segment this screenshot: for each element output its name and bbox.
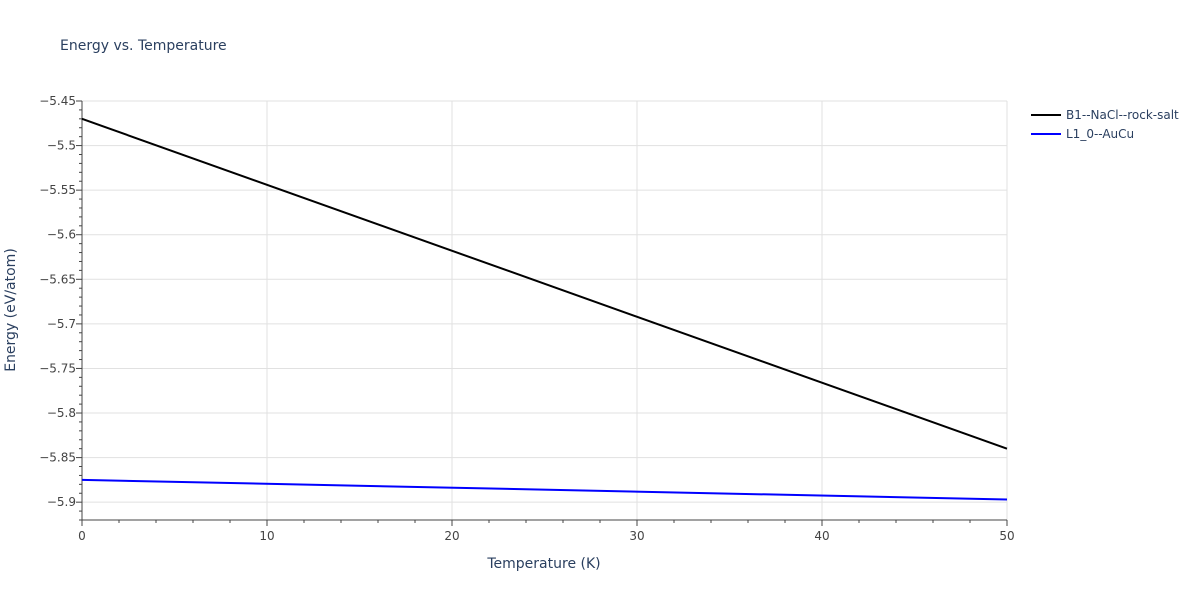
legend-label-2: L1_0--AuCu — [1066, 127, 1134, 141]
grid-lines — [82, 100, 1008, 520]
y-tick-label: −5.8 — [47, 406, 76, 420]
y-axis-ticks: −5.45 −5.5 −5.55 −5.6 −5.65 −5.7 −5.75 −5.8 −5.8… — [39, 94, 76, 509]
y-tick-label: −5.55 — [39, 183, 76, 197]
x-tick-label: 0 — [78, 529, 86, 543]
axes — [76, 100, 1008, 526]
legend-label-1: B1--NaCl--rock-salt — [1066, 108, 1179, 122]
chart-title: Energy vs. Temperature — [60, 38, 227, 54]
x-tick-label: 20 — [444, 529, 459, 543]
series-line-1 — [81, 117, 1008, 450]
legend[interactable]: B1--NaCl--rock-salt L1_0--AuCu — [1031, 108, 1179, 141]
series-line-2 — [81, 478, 1008, 501]
y-tick-label: −5.9 — [47, 495, 76, 509]
series-lines — [81, 117, 1008, 501]
y-tick-label: −5.6 — [47, 228, 76, 242]
y-tick-label: −5.65 — [39, 272, 76, 286]
x-axis-ticks: 0 10 20 30 40 50 — [78, 529, 1014, 543]
y-tick-label: −5.45 — [39, 94, 76, 108]
y-tick-label: −5.85 — [39, 451, 76, 465]
x-axis-label: Temperature (K) — [486, 556, 600, 572]
x-tick-label: 40 — [814, 529, 829, 543]
x-tick-label: 50 — [999, 529, 1014, 543]
x-tick-label: 30 — [629, 529, 644, 543]
y-tick-label: −5.75 — [39, 361, 76, 375]
x-tick-label: 10 — [259, 529, 274, 543]
y-axis-label: Energy (eV/atom) — [3, 248, 19, 372]
y-tick-label: −5.5 — [47, 139, 76, 153]
y-tick-label: −5.7 — [47, 317, 76, 331]
